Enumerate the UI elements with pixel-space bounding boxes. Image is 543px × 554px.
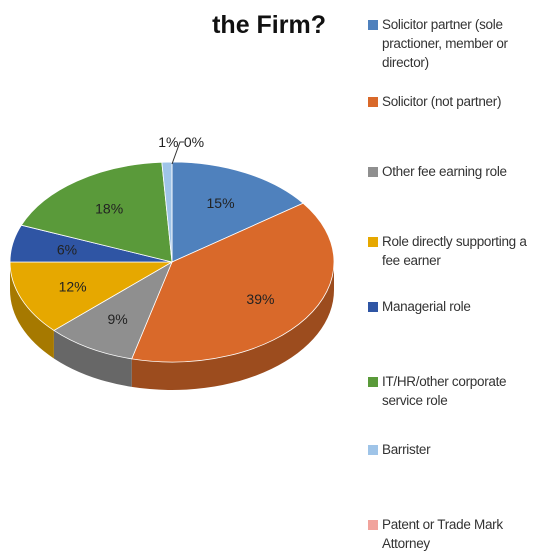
legend-swatch [368,167,378,177]
data-label: 6% [57,242,77,258]
pie-slice [9,261,174,331]
legend-swatch [368,377,378,387]
pie-slice [131,202,335,363]
data-label: 39% [246,291,274,307]
pie-side [53,330,132,387]
legend-swatch [368,302,378,312]
legend-item: Solicitor partner (sole practioner, memb… [368,15,540,72]
pie-tops [9,161,335,363]
legend-label: IT/HR/other corporate service role [382,374,507,408]
legend-label: Solicitor partner (sole practioner, memb… [382,17,508,70]
legend-item: Solicitor (not partner) [368,92,540,111]
legend-label: Managerial role [382,299,471,314]
pie-side [131,262,334,390]
legend-item: Other fee earning role [368,162,540,181]
pie-side [10,262,54,359]
legend-item: Patent or Trade Mark Attorney [368,515,540,553]
legend-swatch [368,20,378,30]
data-label: 12% [59,278,87,294]
legend-label: Other fee earning role [382,164,507,179]
legend-swatch [368,520,378,530]
data-label: 18% [95,201,123,217]
legend-label: Role directly supporting a fee earner [382,234,527,268]
chart-title: the Firm? [212,11,326,39]
data-label: 0% [184,134,204,150]
legend-item: Barrister [368,440,540,459]
legend-swatch [368,237,378,247]
legend-label: Barrister [382,442,431,457]
data-label: 15% [207,195,235,211]
legend-swatch [368,445,378,455]
data-label: 9% [107,311,127,327]
pie-slice [171,161,304,263]
pie-slice [53,261,173,360]
legend-item: Role directly supporting a fee earner [368,232,540,270]
legend-swatch [368,97,378,107]
data-label: 1% [158,134,178,150]
legend-label: Patent or Trade Mark Attorney [382,517,503,551]
legend-item: Managerial role [368,297,540,316]
pie-sides [10,262,334,390]
pie-slice [20,161,173,263]
legend-label: Solicitor (not partner) [382,94,502,109]
leader-line [171,141,184,165]
legend-item: IT/HR/other corporate service role [368,372,540,410]
